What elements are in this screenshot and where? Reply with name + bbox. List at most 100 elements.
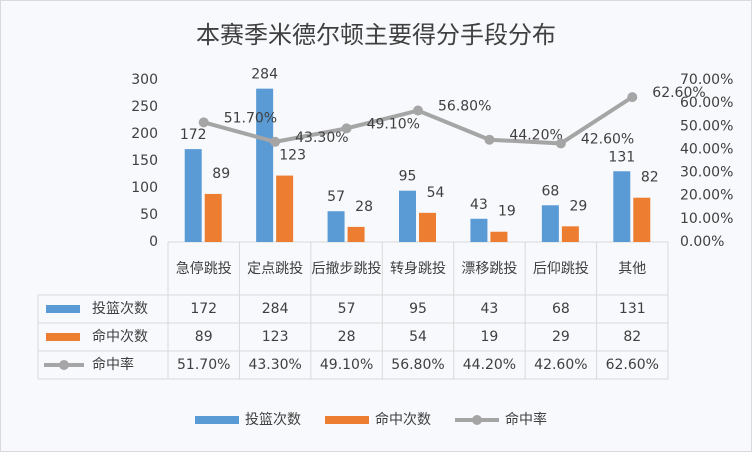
x-tick-label: 后撤步跳投 — [311, 260, 382, 277]
bar — [490, 231, 508, 242]
y2-tick-label: 10.00% — [680, 211, 733, 227]
legend-key — [325, 416, 369, 424]
category-cell: 后仰跳投 — [532, 260, 589, 277]
category-cell: 后撤步跳投 — [311, 260, 382, 277]
table-series-name: 投篮次数 — [92, 301, 148, 317]
y-tick-label: 0 — [149, 234, 158, 250]
bar — [347, 226, 365, 242]
y2-tick-label: 20.00% — [680, 188, 733, 204]
data-label: 56.80% — [438, 99, 491, 115]
y-tick-label: 250 — [131, 99, 158, 115]
table-series-name: 命中率 — [92, 356, 134, 373]
y-tick-label: 150 — [131, 153, 158, 169]
data-label: 172 — [180, 127, 207, 143]
category-cell: 急停跳投 — [175, 260, 232, 277]
x-tick-label: 其他 — [618, 260, 647, 277]
bar — [419, 212, 436, 242]
legend-key — [46, 305, 80, 313]
table-value: 43.30% — [248, 357, 301, 373]
line-marker — [270, 136, 281, 147]
line-marker — [341, 123, 352, 134]
y-tick-label: 300 — [131, 72, 158, 88]
table-value: 284 — [262, 301, 289, 317]
bar — [204, 193, 222, 242]
y2-tick-label: 40.00% — [680, 141, 733, 157]
data-label: 43.30% — [295, 130, 348, 146]
category-cell: 漂移跳投 — [461, 260, 518, 277]
table-value: 57 — [338, 301, 356, 317]
x-tick-label: 漂移跳投 — [461, 260, 518, 277]
table-value: 62.60% — [606, 357, 659, 373]
table-value: 54 — [409, 329, 427, 345]
bar — [399, 190, 416, 242]
data-label: 95 — [399, 169, 417, 185]
data-label: 49.10% — [367, 116, 420, 132]
bar — [184, 149, 202, 242]
legend-key — [46, 333, 80, 341]
line-marker — [555, 138, 566, 149]
table-value: 42.60% — [534, 357, 587, 373]
y-tick-label: 50 — [140, 207, 158, 223]
x-tick-label: 后仰跳投 — [532, 260, 589, 277]
category-cell: 转身跳投 — [389, 260, 446, 277]
data-label: 82 — [641, 170, 659, 186]
data-label: 57 — [327, 189, 345, 205]
data-label: 42.60% — [581, 131, 634, 147]
category-cell: 其他 — [618, 260, 647, 277]
x-tick-label: 转身跳投 — [389, 260, 446, 277]
data-label: 62.60% — [652, 85, 705, 101]
y2-tick-label: 0.00% — [680, 234, 724, 250]
table-series-name: 命中次数 — [92, 328, 148, 345]
bar — [276, 175, 294, 242]
legend-key-marker — [59, 360, 69, 370]
table-value: 89 — [195, 329, 213, 345]
data-label: 19 — [498, 204, 516, 220]
chart-title: 本赛季米德尔顿主要得分手段分布 — [196, 21, 556, 49]
table-value: 19 — [481, 329, 499, 345]
table-value: 123 — [262, 329, 289, 345]
bar — [613, 171, 631, 242]
table-value: 56.80% — [391, 357, 444, 373]
line-marker — [413, 105, 423, 116]
legend-label: 命中次数 — [375, 411, 431, 428]
data-table — [37, 241, 669, 380]
data-label: 89 — [212, 166, 230, 182]
table-value: 49.10% — [320, 357, 373, 373]
legend-key — [195, 416, 239, 424]
table-value: 44.20% — [463, 357, 516, 373]
table-value: 172 — [190, 301, 217, 317]
bar — [541, 205, 559, 242]
y-tick-label: 100 — [131, 180, 158, 196]
bar — [470, 218, 488, 242]
line-marker — [198, 117, 209, 128]
bar — [256, 88, 274, 242]
x-tick-label: 急停跳投 — [175, 260, 232, 277]
table-value: 28 — [338, 329, 356, 345]
data-label: 54 — [427, 185, 445, 201]
y2-tick-label: 60.00% — [680, 95, 733, 111]
table-value: 68 — [552, 301, 570, 317]
y2-tick-label: 70.00% — [680, 72, 733, 88]
table-value: 51.70% — [177, 357, 230, 373]
data-label: 43 — [470, 197, 488, 213]
table-value: 29 — [552, 329, 570, 345]
data-label: 29 — [569, 198, 587, 214]
y-tick-label: 200 — [131, 126, 158, 142]
category-cell: 定点跳投 — [247, 260, 304, 277]
data-label: 28 — [355, 199, 373, 215]
legend-key-marker — [472, 415, 482, 425]
table-value: 131 — [619, 301, 646, 317]
legend-label: 投篮次数 — [245, 412, 301, 428]
bar — [633, 197, 651, 242]
data-label: 284 — [251, 67, 278, 83]
table-value: 95 — [409, 301, 427, 317]
table-value: 43 — [481, 301, 499, 317]
data-label: 44.20% — [509, 128, 562, 144]
bar — [561, 226, 579, 242]
data-label: 68 — [541, 183, 559, 199]
y2-tick-label: 50.00% — [680, 118, 733, 134]
x-tick-label: 定点跳投 — [247, 260, 304, 277]
table-value: 82 — [623, 329, 641, 345]
line-marker — [484, 134, 495, 145]
